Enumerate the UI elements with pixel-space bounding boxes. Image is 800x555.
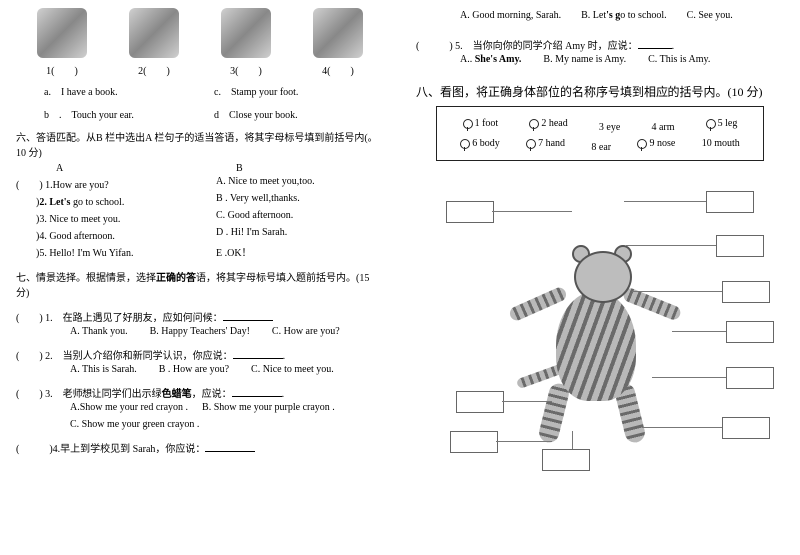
label-box-2 xyxy=(706,191,754,213)
thumb-1 xyxy=(37,8,87,58)
w9: 9 nose xyxy=(637,134,675,153)
tiger-figure xyxy=(526,241,686,431)
q1-a: A. Thank you. xyxy=(70,326,128,337)
opt-d: d Close your book. xyxy=(214,106,298,121)
q5-block: ( ) 5. 当你向你的同学介绍 Amy 时，应说：. A.. She's Am… xyxy=(416,37,784,65)
q3-c: C. Show me your green crayon . xyxy=(70,419,199,430)
w6: 6 body xyxy=(460,134,500,153)
right-column: A. Good morning, Sarah. B. Let's go to s… xyxy=(400,0,800,555)
w7: 7 hand xyxy=(526,134,565,153)
q3-stem: ( ) 3. 老师想让同学们出示绿色蜡笔，应说：. xyxy=(16,385,384,400)
img-label-2: 2( ) xyxy=(138,62,170,77)
label-box-7 xyxy=(722,417,770,439)
q4-a: A. Good morning, Sarah. xyxy=(460,10,561,21)
q3-a: A.Show me your red crayon . xyxy=(70,402,188,413)
w2: 2 head xyxy=(529,114,567,133)
section-7-header: 七、情景选择。根据情景，选择正确的答语，将其字母标号填入题前括号内。(15 分) xyxy=(16,269,384,299)
label-box-10 xyxy=(542,449,590,471)
q1-block: ( ) 1. 在路上遇见了好朋友，应如何问候： A. Thank you. B.… xyxy=(16,309,384,337)
body-diagram xyxy=(426,171,786,471)
q3-b: B. Show me your purple crayon . xyxy=(202,402,335,413)
opt-b: b . Touch your ear. xyxy=(44,106,214,121)
col-b-label: B xyxy=(236,163,243,174)
label-box-3 xyxy=(716,235,764,257)
label-box-6 xyxy=(726,367,774,389)
m4r: D . Hi! I'm Sarah. xyxy=(216,227,287,242)
q2-a: A. This is Sarah. xyxy=(70,364,137,375)
left-column: 1( ) 2( ) 3( ) 4( ) a. I have a book. c.… xyxy=(0,0,400,555)
m5l: )5. Hello! I'm Wu Yifan. xyxy=(16,244,216,259)
q5-stem: ( ) 5. 当你向你的同学介绍 Amy 时，应说：. xyxy=(416,37,784,52)
q1-b: B. Happy Teachers' Day! xyxy=(150,326,250,337)
q5-b: B. My name is Amy. xyxy=(543,54,626,65)
label-box-4 xyxy=(722,281,770,303)
section-8-header: 八、看图，将正确身体部位的名称序号填到相应的括号内。(10 分) xyxy=(416,83,784,100)
m3r: C. Good afternoon. xyxy=(216,210,293,225)
q3-block: ( ) 3. 老师想让同学们出示绿色蜡笔，应说：. A.Show me your… xyxy=(16,385,384,430)
m3l: )3. Nice to meet you. xyxy=(16,210,216,225)
thumb-4 xyxy=(313,8,363,58)
w3: 3 eye xyxy=(599,122,620,133)
q5-opts: A.. She's Amy. B. My name is Amy. C. Thi… xyxy=(460,54,784,65)
w1: 1 foot xyxy=(463,114,499,133)
m4l: )4. Good afternoon. xyxy=(16,227,216,242)
image-row xyxy=(16,8,384,58)
q5-a: A.. She's Amy. xyxy=(460,54,521,65)
q3-opts-row1: A.Show me your red crayon . B. Show me y… xyxy=(70,402,384,413)
label-box-5 xyxy=(726,321,774,343)
m1r: A. Nice to meet you,too. xyxy=(216,176,315,191)
q2-opts: A. This is Sarah. B . How are you? C. Ni… xyxy=(70,364,384,375)
q5-c: C. This is Amy. xyxy=(648,54,710,65)
image-labels: 1( ) 2( ) 3( ) 4( ) xyxy=(16,62,384,77)
q4-stem: ( )4.早上到学校见到 Sarah，你应说： xyxy=(16,440,384,455)
q4-c: C. See you. xyxy=(687,10,733,21)
q4-block: ( )4.早上到学校见到 Sarah，你应说： xyxy=(16,440,384,455)
img-label-3: 3( ) xyxy=(230,62,262,77)
q2-b: B . How are you? xyxy=(159,364,229,375)
label-box-1 xyxy=(446,201,494,223)
opt-row-bd: b . Touch your ear. d Close your book. xyxy=(16,106,384,121)
ab-header: A B xyxy=(56,163,384,174)
section-6-header: 六、答语匹配。从B 栏中选出A 栏句子的适当答语，将其字母标号填到前括号内(。1… xyxy=(16,129,384,159)
word-bank: 1 foot 2 head 3 eye 4 arm 5 leg 6 body 7… xyxy=(436,106,764,161)
thumb-2 xyxy=(129,8,179,58)
w8: 8 ear xyxy=(591,142,611,153)
q2-block: ( ) 2. 当别人介绍你和新同学认识，你应说：. A. This is Sar… xyxy=(16,347,384,375)
m1l: ( ) 1.How are you? xyxy=(16,176,216,191)
opt-row-ac: a. I have a book. c. Stamp your foot. xyxy=(16,83,384,98)
img-label-1: 1( ) xyxy=(46,62,78,77)
q3-opts-row2: C. Show me your green crayon . xyxy=(70,419,384,430)
q1-c: C. How are you? xyxy=(272,326,340,337)
col-a-label: A xyxy=(56,163,236,174)
w5: 5 leg xyxy=(706,114,738,133)
q2-stem: ( ) 2. 当别人介绍你和新同学认识，你应说：. xyxy=(16,347,384,362)
m2r: B . Very well,thanks. xyxy=(216,193,300,208)
label-box-9 xyxy=(450,431,498,453)
opt-a: a. I have a book. xyxy=(44,83,214,98)
label-box-8 xyxy=(456,391,504,413)
img-label-4: 4( ) xyxy=(322,62,354,77)
q1-opts: A. Thank you. B. Happy Teachers' Day! C.… xyxy=(70,326,384,337)
m2l: )2. Let's go to school. xyxy=(16,193,216,208)
opt-c: c. Stamp your foot. xyxy=(214,83,298,98)
thumb-3 xyxy=(221,8,271,58)
q2-c: C. Nice to meet you. xyxy=(251,364,334,375)
w10: 10 mouth xyxy=(702,134,740,153)
w4: 4 arm xyxy=(651,122,674,133)
q4-opts: A. Good morning, Sarah. B. Let's go to s… xyxy=(460,10,784,21)
q4-b: B. Let's go to school. xyxy=(581,10,667,21)
m5r: E .OK！ xyxy=(216,244,252,259)
q1-stem: ( ) 1. 在路上遇见了好朋友，应如何问候： xyxy=(16,309,384,324)
